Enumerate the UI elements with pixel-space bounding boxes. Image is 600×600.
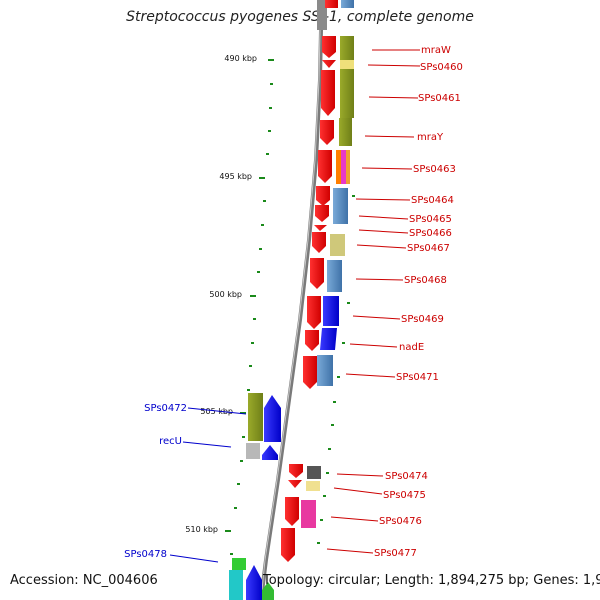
genome-summary-text: Topology: circular; Length: 1,894,275 bp… <box>263 573 600 588</box>
gene-label: SPs0468 <box>404 275 447 286</box>
tick-label: 510 kbp <box>185 525 218 534</box>
backbone <box>259 0 327 600</box>
tick-label: 490 kbp <box>224 54 257 63</box>
gene-label: SPs0477 <box>374 548 417 559</box>
gene-label: nadE <box>399 342 424 353</box>
gene-label: SPs0469 <box>401 314 444 325</box>
gene-label: SPs0467 <box>407 243 450 254</box>
map-title: Streptococcus pyogenes SSI-1, complete g… <box>126 9 474 25</box>
left-gene-labels: SPs0472 recU SPs0478 <box>124 403 187 560</box>
scale-ticks <box>225 59 355 555</box>
gene-label: mraY <box>417 132 444 143</box>
gene-label: SPs0464 <box>411 195 454 206</box>
left-leader-lines <box>169 407 247 563</box>
tick-label: 500 kbp <box>209 290 242 299</box>
gene-label: SPs0461 <box>418 93 461 104</box>
gene-label: SPs0478 <box>124 549 167 560</box>
right-gene-labels: mraW SPs0460 SPs0461 mraY SPs0463 SPs046… <box>374 45 463 559</box>
gene-label: SPs0463 <box>413 164 456 175</box>
right-leader-lines <box>326 49 421 554</box>
scale-tick-labels: 490 kbp 495 kbp 500 kbp 505 kbp 510 kbp <box>185 54 257 534</box>
gene-label: SPs0465 <box>409 214 452 225</box>
gene-label: SPs0466 <box>409 228 452 239</box>
accession-text: Accession: NC_004606 <box>10 573 158 588</box>
tick-label: 495 kbp <box>219 172 252 181</box>
gene-label: SPs0472 <box>144 403 187 414</box>
gene-label: SPs0474 <box>385 471 428 482</box>
gene-label: mraW <box>421 45 451 56</box>
gene-label: SPs0460 <box>420 62 463 73</box>
left-gene-track <box>229 393 281 600</box>
red-gene-track <box>281 36 336 562</box>
top-partial-genes <box>325 0 354 8</box>
cog-track <box>301 36 354 528</box>
gene-label: SPs0471 <box>396 372 439 383</box>
gene-label: SPs0476 <box>379 516 422 527</box>
gene-label: SPs0475 <box>383 490 426 501</box>
gene-label: recU <box>159 436 182 447</box>
tick-label: 505 kbp <box>200 407 233 416</box>
